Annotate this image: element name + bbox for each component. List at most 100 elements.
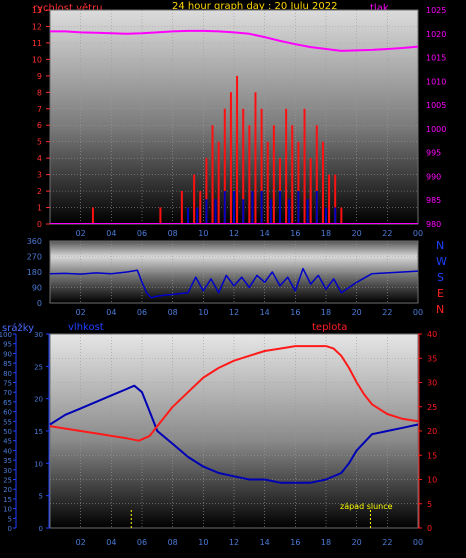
precip-y-tick-label: 40 [3,447,12,455]
precip-y-tick-label: 65 [3,399,12,407]
x-tick-label: 00 [413,538,423,547]
temperature-y-tick-label: 5 [427,500,432,509]
precip-y-tick-label: 10 [3,506,12,514]
pressure-y-tick-label: 980 [426,220,441,229]
x-tick-label: 10 [198,229,208,238]
wind-y-tick-label: 7 [37,105,42,114]
precip-y-tick-label: 90 [3,350,12,358]
pressure-y-tick-label: 990 [426,172,441,181]
x-tick-label: 12 [229,308,239,317]
x-tick-label: 04 [106,308,116,317]
chart-title: 24 hour graph day : 20 Julu 2022 [172,1,338,12]
chart-marks [49,29,419,528]
pressure-y-tick-label: 1015 [426,54,446,63]
precip-y-tick-label: 100 [0,331,12,339]
wind-y-tick-label: 12 [32,22,42,31]
compass-n-bottom: N [436,303,444,316]
wind-y-tick-label: 5 [37,138,42,147]
humidity-line [49,384,419,484]
x-tick-label: 02 [76,229,86,238]
precip-y-tick-label: 70 [3,389,12,397]
humidity-y-tick-label: 25 [34,363,43,371]
x-tick-label: 20 [352,229,362,238]
humidity-y-tick-label: 0 [39,525,43,533]
precip-y-tick-label: 55 [3,418,12,426]
x-tick-label: 10 [198,538,208,547]
pressure-line [50,29,419,52]
temperature-y-tick-label: 30 [427,379,437,388]
sunset-label: západ slunce [340,502,393,511]
precip-y-tick-label: 80 [3,370,12,378]
wind-y-tick-label: 0 [37,220,42,229]
pressure-y-tick-label: 1005 [426,101,446,110]
x-tick-label: 14 [260,229,270,238]
pressure-axis-title: tlak [370,3,389,14]
precip-y-tick-label: 20 [3,486,12,494]
precip-y-tick-label: 75 [3,380,12,388]
pressure-y-tick-label: 985 [426,196,441,205]
temperature-line [49,345,419,442]
x-tick-label: 22 [382,229,392,238]
wind-y-tick-label: 3 [37,171,42,180]
precip-y-tick-label: 0 [8,525,12,533]
pressure-y-tick-label: 1020 [426,30,446,39]
precip-y-tick-label: 60 [3,409,12,417]
pressure-y-tick-label: 1025 [426,6,446,15]
precip-y-tick-label: 50 [3,428,12,436]
wind-y-tick-label: 6 [37,121,42,130]
precipitation-axis-title: srážky [2,322,34,334]
x-tick-label: 02 [76,538,86,547]
compass-s: S [437,271,444,284]
x-tick-label: 16 [290,308,300,317]
x-tick-label: 18 [321,308,331,317]
compass-e: E [437,287,444,300]
x-tick-label: 10 [198,308,208,317]
x-tick-label: 08 [168,308,178,317]
precip-y-tick-label: 5 [8,515,12,523]
x-tick-label: 04 [106,229,116,238]
humidity-axis-title: vlhkost [68,322,104,333]
wind-y-tick-label: 8 [37,88,42,97]
x-tick-label: 08 [168,229,178,238]
precip-y-tick-label: 85 [3,360,12,368]
wind-y-tick-label: 9 [37,72,42,81]
temperature-y-tick-label: 20 [427,427,437,436]
x-tick-label: 00 [413,229,423,238]
panel-frame [49,240,419,304]
x-tick-label: 14 [260,308,270,317]
x-tick-label: 06 [137,308,147,317]
x-tick-label: 06 [137,538,147,547]
x-tick-label: 22 [382,308,392,317]
x-tick-label: 22 [382,538,392,547]
temperature-y-tick-label: 0 [427,524,432,533]
temperature-y-tick-label: 40 [427,330,437,339]
wind-y-tick-label: 1 [37,204,42,213]
x-tick-label: 20 [352,538,362,547]
wind-panel [50,10,418,224]
wind-y-tick-label: 10 [32,55,42,64]
compass-n-top: N [436,239,444,252]
humidity-y-tick-label: 10 [34,460,43,468]
humidity-y-tick-label: 20 [34,396,43,404]
humidity-y-tick-label: 15 [34,428,43,436]
precip-y-tick-label: 45 [3,438,12,446]
precip-y-tick-label: 15 [3,496,12,504]
precip-y-tick-label: 35 [3,457,12,465]
humidity-y-tick-label: 5 [39,493,43,501]
direction-y-tick-label: 270 [27,253,42,262]
temperature-y-tick-label: 35 [427,354,437,363]
x-tick-label: 00 [413,308,423,317]
precip-y-tick-label: 25 [3,477,12,485]
x-tick-label: 16 [290,229,300,238]
direction-y-tick-label: 0 [37,299,42,308]
wind-y-tick-label: 11 [32,39,42,48]
x-tick-label: 16 [290,538,300,547]
direction-y-tick-label: 180 [27,268,42,277]
direction-y-tick-label: 90 [32,284,42,293]
temperature-y-tick-label: 15 [427,451,437,460]
temperature-y-tick-label: 10 [427,476,437,485]
x-tick-label: 14 [260,538,270,547]
pressure-y-tick-label: 995 [426,149,441,158]
